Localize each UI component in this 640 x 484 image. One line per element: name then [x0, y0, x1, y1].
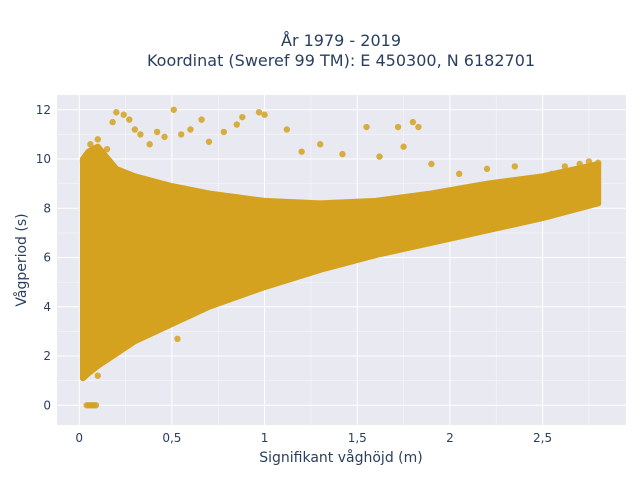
data-point — [198, 116, 205, 123]
y-tick-label: 10 — [36, 152, 51, 166]
data-point — [400, 143, 407, 150]
x-tick-label: 0,5 — [162, 431, 181, 445]
data-point — [261, 111, 268, 118]
data-point — [92, 402, 100, 409]
y-tick-label: 12 — [36, 103, 51, 117]
data-point — [316, 141, 324, 148]
y-tick-label: 4 — [43, 300, 51, 314]
data-point — [140, 328, 148, 335]
y-tick-label: 6 — [43, 251, 51, 265]
data-point — [557, 200, 565, 207]
data-point — [205, 138, 213, 145]
data-point — [239, 113, 246, 121]
data-point — [483, 165, 491, 173]
data-point — [394, 123, 402, 131]
data-point — [220, 128, 228, 136]
data-point — [137, 131, 144, 138]
data-point — [87, 141, 94, 148]
data-point — [376, 153, 383, 160]
data-point — [177, 131, 185, 138]
data-point — [363, 123, 370, 131]
data-point — [339, 150, 346, 158]
data-point — [530, 177, 537, 185]
data-point — [174, 335, 181, 343]
data-point — [85, 365, 92, 372]
chart-title-line-2: Koordinat (Sweref 99 TM): E 450300, N 61… — [147, 51, 535, 70]
data-point — [113, 109, 120, 116]
point-cloud — [79, 143, 602, 382]
data-point — [455, 170, 463, 178]
data-point — [79, 158, 87, 165]
y-tick-label: 8 — [43, 201, 51, 215]
y-tick-label: 2 — [43, 349, 51, 363]
data-point — [511, 163, 518, 170]
data-point — [255, 109, 263, 116]
data-point — [131, 126, 139, 133]
x-tick-label: 1 — [261, 431, 269, 445]
data-point — [594, 159, 602, 166]
data-point — [298, 148, 305, 155]
data-point — [415, 123, 422, 131]
point-cloud-band — [79, 143, 602, 382]
data-point — [576, 160, 583, 168]
data-point — [146, 141, 153, 148]
data-point — [187, 126, 194, 133]
y-tick-label: 0 — [43, 398, 51, 412]
y-axis-label: Vågperiod (s) — [13, 213, 30, 306]
data-point — [576, 185, 583, 192]
data-point — [103, 145, 111, 153]
x-axis-label: Signifikant våghöjd (m) — [259, 449, 422, 466]
data-points — [79, 106, 602, 409]
x-tick-label: 0 — [75, 431, 83, 445]
data-point — [94, 372, 101, 379]
data-point — [561, 163, 569, 170]
data-point — [161, 133, 168, 141]
data-point — [120, 111, 127, 118]
data-point — [283, 126, 291, 133]
data-point — [153, 128, 161, 136]
data-point — [170, 106, 177, 113]
x-tick-label: 2,5 — [533, 431, 552, 445]
x-tick-label: 1,5 — [348, 431, 367, 445]
data-point — [548, 170, 556, 178]
tick-labels: 0 0,5 1 1,5 2 2,5 0 2 4 6 8 10 12 — [36, 103, 552, 445]
data-point — [233, 121, 240, 128]
data-point — [126, 116, 133, 123]
data-point — [428, 160, 435, 168]
data-point — [585, 158, 593, 165]
data-point — [409, 118, 417, 126]
data-point — [109, 118, 116, 126]
x-tick-label: 2 — [446, 431, 454, 445]
chart-title-line-1: År 1979 - 2019 — [281, 31, 401, 50]
data-point — [94, 136, 101, 143]
